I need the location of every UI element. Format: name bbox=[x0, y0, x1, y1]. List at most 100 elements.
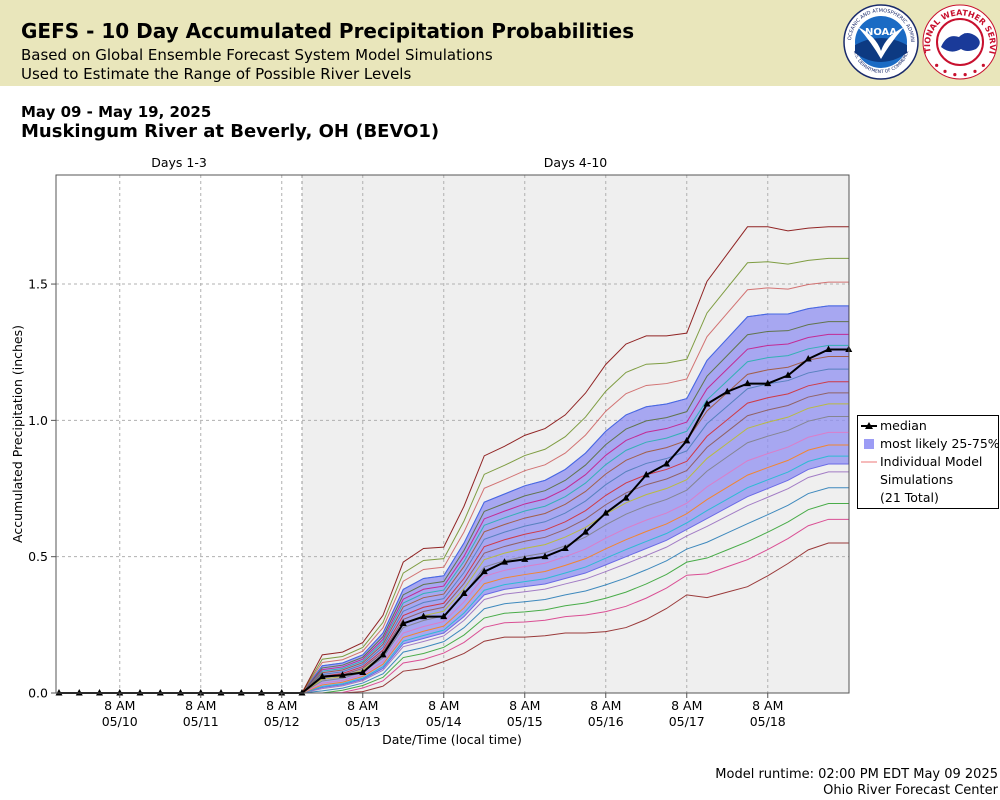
y-axis-label: Accumulated Precipitation (inches) bbox=[10, 325, 25, 543]
x-tick-label-date: 05/11 bbox=[183, 714, 219, 729]
chart-legend: median most likely 25-75% Individual Mod… bbox=[857, 415, 1000, 509]
median-point bbox=[602, 509, 610, 516]
legend-median-label: median bbox=[880, 418, 927, 433]
median-point bbox=[156, 689, 164, 696]
x-tick-label-date: 05/16 bbox=[588, 714, 624, 729]
noaa-logo: NOAA NATIONAL OCEANIC AND ATMOSPHERIC AD… bbox=[842, 3, 919, 80]
legend-item-individual: Individual Model Simulations (21 Total) bbox=[858, 454, 998, 506]
x-tick-label-date: 05/15 bbox=[507, 714, 543, 729]
model-runtime: Model runtime: 02:00 PM EDT May 09 2025 bbox=[715, 767, 998, 782]
median-point bbox=[96, 689, 103, 696]
member-line bbox=[301, 368, 849, 694]
x-tick-label-date: 05/17 bbox=[669, 714, 705, 729]
forecast-date-range: May 09 - May 19, 2025 bbox=[21, 103, 212, 121]
median-point bbox=[521, 555, 529, 562]
member-line bbox=[301, 392, 849, 694]
median-point bbox=[177, 689, 184, 696]
period-label-days-4-10: Days 4-10 bbox=[544, 155, 608, 170]
header-banner: GEFS - 10 Day Accumulated Precipitation … bbox=[0, 0, 1000, 86]
page-subtitle-2: Used to Estimate the Range of Possible R… bbox=[21, 65, 412, 83]
noaa-logo-center-text: NOAA bbox=[865, 27, 897, 38]
member-line bbox=[301, 471, 849, 694]
median-point bbox=[339, 671, 346, 678]
nws-logo: NATIONAL WEATHER SERVICE bbox=[921, 3, 998, 80]
x-tick-label-time: 8 AM bbox=[347, 698, 378, 713]
x-tick-label-date: 05/14 bbox=[426, 714, 462, 729]
median-point bbox=[703, 400, 711, 407]
median-point bbox=[399, 619, 407, 626]
member-line bbox=[301, 321, 849, 694]
nws-star bbox=[981, 63, 985, 67]
median-point bbox=[237, 689, 245, 696]
median-point bbox=[318, 672, 326, 680]
period-label-days-1-3: Days 1-3 bbox=[151, 155, 207, 170]
x-tick-label-date: 05/18 bbox=[750, 714, 786, 729]
median-point bbox=[663, 459, 670, 467]
x-tick-label-time: 8 AM bbox=[590, 698, 621, 713]
median-point bbox=[379, 650, 387, 658]
page-title: GEFS - 10 Day Accumulated Precipitation … bbox=[21, 19, 635, 43]
median-point bbox=[784, 371, 792, 378]
member-line bbox=[301, 355, 849, 694]
median-point bbox=[197, 689, 205, 696]
median-point bbox=[136, 689, 144, 696]
nws-star bbox=[943, 69, 947, 74]
x-tick-label-date: 05/12 bbox=[264, 714, 300, 729]
nws-star bbox=[973, 69, 977, 74]
median-point bbox=[359, 668, 367, 676]
median-point bbox=[440, 612, 448, 620]
member-line bbox=[301, 455, 849, 694]
y-tick-label: 0.0 bbox=[28, 686, 48, 701]
x-tick-label-time: 8 AM bbox=[185, 698, 216, 713]
x-tick-label-time: 8 AM bbox=[509, 698, 540, 713]
median-point bbox=[541, 552, 549, 560]
y-tick-label: 0.5 bbox=[28, 549, 48, 564]
member-line bbox=[302, 518, 849, 694]
member-line bbox=[301, 333, 849, 694]
legend-item-median: median bbox=[858, 418, 998, 434]
median-point bbox=[55, 689, 63, 696]
member-line bbox=[301, 226, 849, 694]
nws-star bbox=[935, 63, 939, 67]
median-point bbox=[258, 689, 265, 696]
median-point bbox=[825, 345, 832, 352]
nws-star bbox=[963, 72, 967, 77]
median-point bbox=[723, 387, 731, 395]
legend-individual-label-3: (21 Total) bbox=[880, 490, 939, 505]
member-line bbox=[301, 281, 849, 694]
y-tick-label: 1.5 bbox=[28, 277, 48, 292]
nws-logo-stars bbox=[935, 63, 985, 77]
median-point bbox=[642, 470, 650, 478]
x-axis-label: Date/Time (local time) bbox=[382, 732, 522, 747]
member-line bbox=[301, 444, 849, 694]
member-line bbox=[301, 305, 849, 694]
legend-median-swatch bbox=[861, 422, 877, 429]
x-tick-label-time: 8 AM bbox=[752, 698, 783, 713]
member-line bbox=[302, 503, 849, 694]
plot-frame bbox=[55, 174, 850, 694]
legend-band-swatch bbox=[864, 439, 874, 449]
member-line bbox=[301, 431, 849, 694]
median-point bbox=[561, 544, 569, 552]
member-line bbox=[301, 381, 849, 694]
x-tick-label-time: 8 AM bbox=[104, 698, 135, 713]
median-point bbox=[744, 379, 751, 387]
median-point bbox=[298, 689, 306, 696]
y-tick-label: 1.0 bbox=[28, 413, 48, 428]
legend-individual-swatch bbox=[861, 461, 877, 463]
legend-band-label: most likely 25-75% bbox=[880, 436, 1000, 451]
median-point bbox=[116, 689, 124, 696]
member-line bbox=[301, 257, 849, 694]
median-point bbox=[217, 689, 225, 696]
median-point bbox=[683, 436, 691, 444]
legend-individual-label-1: Individual Model bbox=[880, 454, 983, 469]
legend-individual-label-2: Simulations bbox=[880, 472, 954, 487]
median-point bbox=[501, 558, 508, 565]
median-point bbox=[420, 612, 427, 620]
page-subtitle-1: Based on Global Ensemble Forecast System… bbox=[21, 46, 493, 64]
x-tick-label-date: 05/13 bbox=[345, 714, 381, 729]
x-tick-label-time: 8 AM bbox=[671, 698, 702, 713]
member-line bbox=[301, 487, 849, 694]
nws-star bbox=[953, 72, 957, 77]
